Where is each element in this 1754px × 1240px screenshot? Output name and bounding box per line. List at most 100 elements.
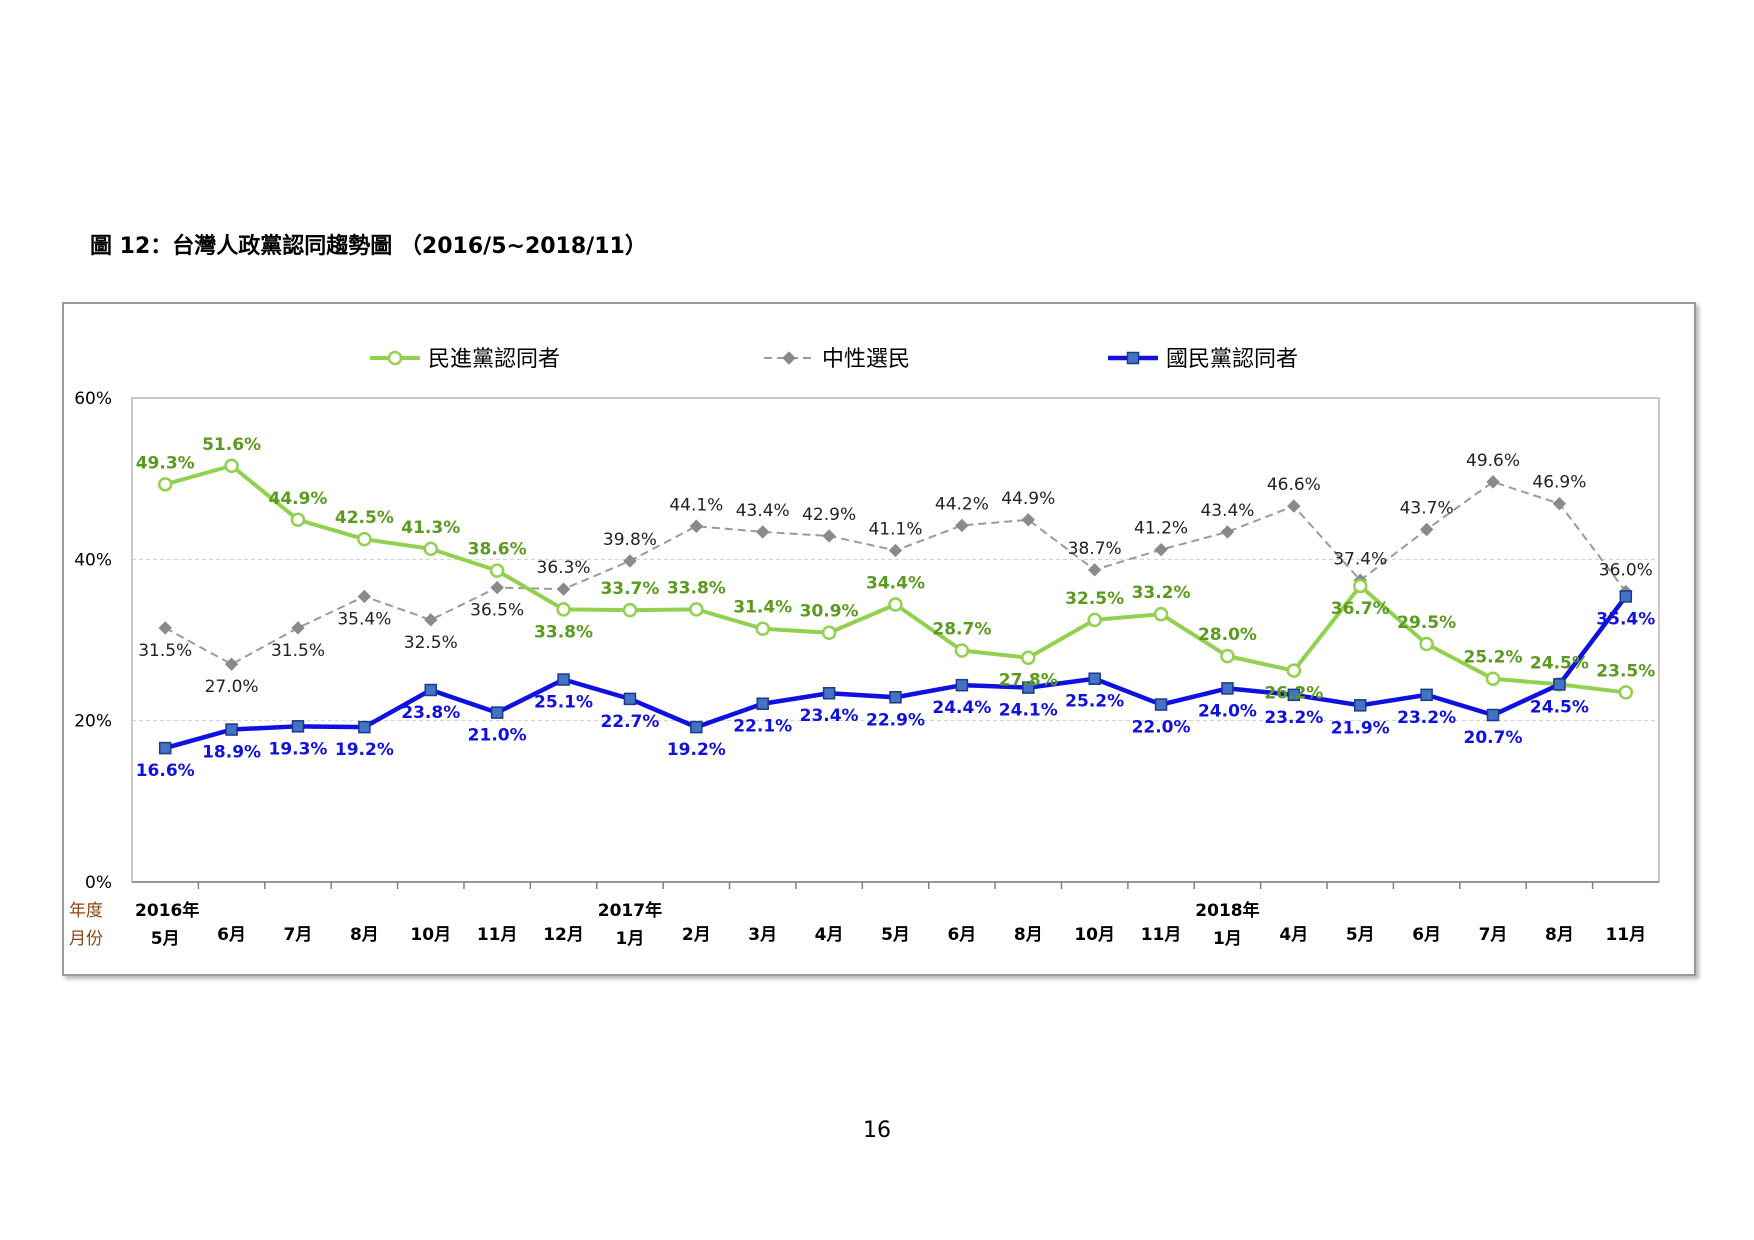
kmt-data-point (1353, 699, 1367, 712)
neutral-data-point (756, 525, 770, 539)
dpp-data-label: 23.5% (1596, 661, 1655, 681)
neutral-data-point (291, 621, 305, 635)
kmt-data-label: 19.3% (268, 739, 327, 759)
kmt-data-label: 35.4% (1596, 609, 1655, 629)
neutral-data-label: 39.8% (603, 530, 657, 550)
neutral-data-label: 32.5% (404, 633, 458, 653)
neutral-data-label: 49.6% (1466, 451, 1520, 471)
dpp-data-label: 42.5% (335, 508, 394, 528)
neutral-data-label: 35.4% (337, 609, 391, 629)
x-tick-label: 8月 (1545, 925, 1574, 945)
dpp-data-label: 33.7% (600, 579, 659, 599)
kmt-data-point (690, 720, 703, 734)
neutral-data-label: 44.9% (1001, 489, 1055, 509)
neutral-data-label: 46.6% (1267, 475, 1321, 495)
neutral-data-label: 27.0% (205, 677, 259, 697)
neutral-data-point (1220, 525, 1235, 539)
kmt-data-point (623, 692, 637, 706)
neutral-data-label: 38.7% (1068, 539, 1122, 559)
dpp-data-point (224, 458, 239, 474)
x-tick-label: 8月 (350, 925, 379, 945)
neutral-data-point (556, 582, 571, 596)
neutral-data-label: 43.4% (736, 501, 790, 521)
neutral-data-point (1552, 496, 1567, 511)
kmt-data-point (756, 697, 769, 710)
kmt-data-label: 23.4% (800, 706, 859, 726)
dpp-data-point (1485, 671, 1501, 686)
x-tick-label: 6月 (217, 925, 246, 945)
neutral-data-label: 41.1% (868, 519, 922, 539)
dpp-data-label: 33.8% (667, 578, 726, 598)
page-number: 16 (863, 1118, 891, 1143)
neutral-data-point (1154, 542, 1168, 557)
dpp-data-label: 44.9% (268, 489, 327, 509)
kmt-data-point (1619, 590, 1633, 603)
dpp-data-point (821, 625, 837, 640)
x-tick-label: 5月 (881, 925, 910, 945)
kmt-data-point (1420, 688, 1433, 702)
kmt-data-point (557, 673, 570, 686)
dpp-data-label: 41.3% (401, 518, 460, 538)
kmt-data-point (1553, 678, 1566, 691)
kmt-data-label: 19.2% (335, 740, 394, 760)
kmt-data-point (1486, 708, 1500, 722)
dpp-data-label: 32.5% (1065, 589, 1124, 609)
neutral-data-label: 44.2% (935, 494, 989, 514)
row-label-month: 月份 (69, 929, 103, 949)
neutral-data-label: 41.2% (1134, 519, 1188, 539)
dpp-data-label: 26.2% (1264, 684, 1323, 704)
dpp-data-label: 28.0% (1198, 625, 1257, 645)
x-tick-label: 2月 (682, 925, 711, 945)
x-tick-label: 4月 (1279, 925, 1308, 945)
neutral-data-point (623, 554, 637, 568)
dpp-data-label: 49.3% (136, 453, 195, 473)
kmt-data-label: 19.2% (667, 740, 726, 760)
x-tick-label: 4月 (815, 925, 844, 945)
kmt-data-label: 21.0% (468, 726, 527, 746)
dpp-data-label: 34.4% (866, 574, 925, 594)
y-tick-label: 40% (74, 550, 112, 570)
kmt-legend-label: 國民黨認同者 (1166, 347, 1298, 372)
kmt-data-point (490, 706, 504, 719)
neutral-data-label: 43.4% (1200, 501, 1254, 521)
neutral-data-label: 36.0% (1599, 561, 1653, 581)
x-tick-label: 6月 (1412, 925, 1441, 945)
kmt-data-point (1126, 351, 1140, 365)
dpp-data-point (888, 597, 903, 612)
dpp-data-point (387, 350, 403, 366)
kmt-data-point (291, 720, 305, 733)
kmt-data-label: 20.7% (1464, 728, 1523, 748)
dpp-data-point (622, 602, 638, 618)
neutral-data-point (1486, 475, 1500, 489)
kmt-data-label: 16.6% (136, 761, 195, 781)
x-tick-label: 11月 (477, 925, 518, 945)
dpp-data-point (357, 531, 372, 547)
x-tick-label: 6月 (947, 925, 976, 945)
neutral-data-point (822, 529, 836, 543)
kmt-data-point (822, 686, 836, 700)
kmt-data-label: 25.1% (534, 693, 593, 713)
dpp-data-label: 51.6% (202, 435, 261, 455)
kmt-data-point (358, 720, 371, 734)
kmt-data-point (1287, 688, 1301, 702)
neutral-data-point (357, 589, 372, 604)
x-tick-label: 1月 (616, 929, 645, 949)
dpp-data-point (1419, 636, 1434, 652)
x-year-label: 2016年 (135, 900, 199, 921)
kmt-data-point (158, 741, 172, 755)
x-tick-label: 5月 (151, 929, 180, 949)
dpp-data-point (556, 602, 571, 617)
neutral-data-point (689, 519, 704, 533)
dpp-data-point (755, 621, 770, 636)
kmt-data-label: 23.2% (1397, 708, 1456, 728)
neutral-legend-label: 中性選民 (822, 347, 910, 372)
kmt-data-label: 24.5% (1530, 697, 1589, 717)
x-tick-label: 11月 (1141, 925, 1182, 945)
dpp-data-point (1286, 663, 1302, 678)
dpp-data-label: 29.5% (1397, 613, 1456, 633)
dpp-data-point (1220, 648, 1235, 664)
neutral-data-label: 42.9% (802, 505, 856, 525)
neutral-data-point (224, 657, 239, 671)
kmt-data-label: 22.0% (1132, 718, 1191, 738)
dpp-data-point (290, 512, 306, 528)
